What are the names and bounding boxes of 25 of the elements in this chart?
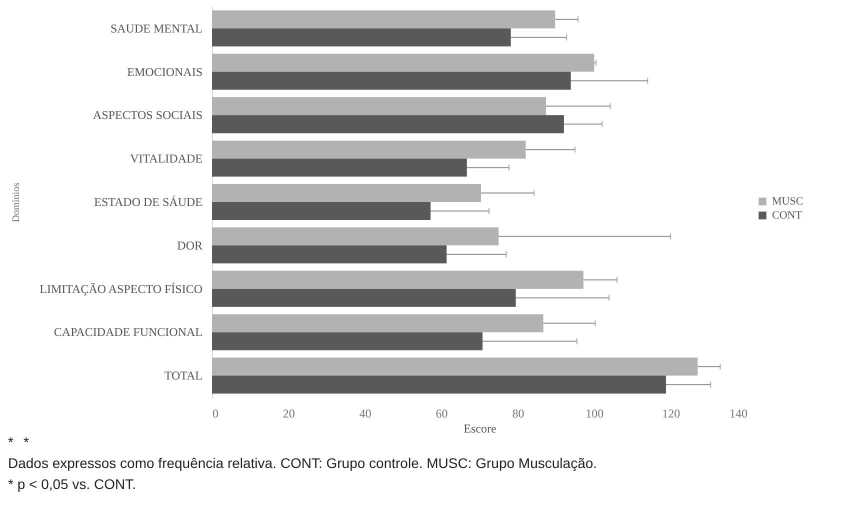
text: * <box>8 434 14 450</box>
y-axis-title: Domínios <box>11 182 22 222</box>
x-tick-label: 140 <box>730 406 748 420</box>
y-tick-label: DOR <box>177 238 202 252</box>
x-tick-label: 20 <box>282 406 295 420</box>
x-tick-label: 100 <box>586 406 604 420</box>
legend-label: MUSC <box>772 196 804 208</box>
x-axis-title: Escore <box>464 422 496 436</box>
text: * p < 0,05 vs. CONT. <box>8 475 137 494</box>
x-tick-label: 120 <box>662 406 680 420</box>
legend-label: CONT <box>772 210 802 222</box>
y-tick-label: LIMITAÇÃO ASPECTO FÍSICO <box>40 282 203 296</box>
y-tick-label: ESTADO DE SÁUDE <box>94 195 202 209</box>
y-tick-label: EMOCIONAIS <box>127 64 202 79</box>
text: * <box>23 434 29 450</box>
text: Dados expressos como frequência relativa. CONT: Grupo controle. MUSC: Grupo Musculação. <box>8 454 598 473</box>
x-tick-label: 0 <box>212 406 218 420</box>
x-tick-label: 40 <box>359 406 372 420</box>
x-tick-label: 80 <box>512 406 524 420</box>
y-tick-label: TOTAL <box>164 368 202 383</box>
y-tick-label: CAPACIDADE FUNCIONAL <box>54 325 202 340</box>
y-tick-label: SAUDE MENTAL <box>110 21 202 36</box>
y-tick-label: VITALIDADE <box>130 152 202 166</box>
y-tick-label: ASPECTOS SOCIAIS <box>93 108 202 122</box>
x-tick-label: 60 <box>436 406 448 420</box>
